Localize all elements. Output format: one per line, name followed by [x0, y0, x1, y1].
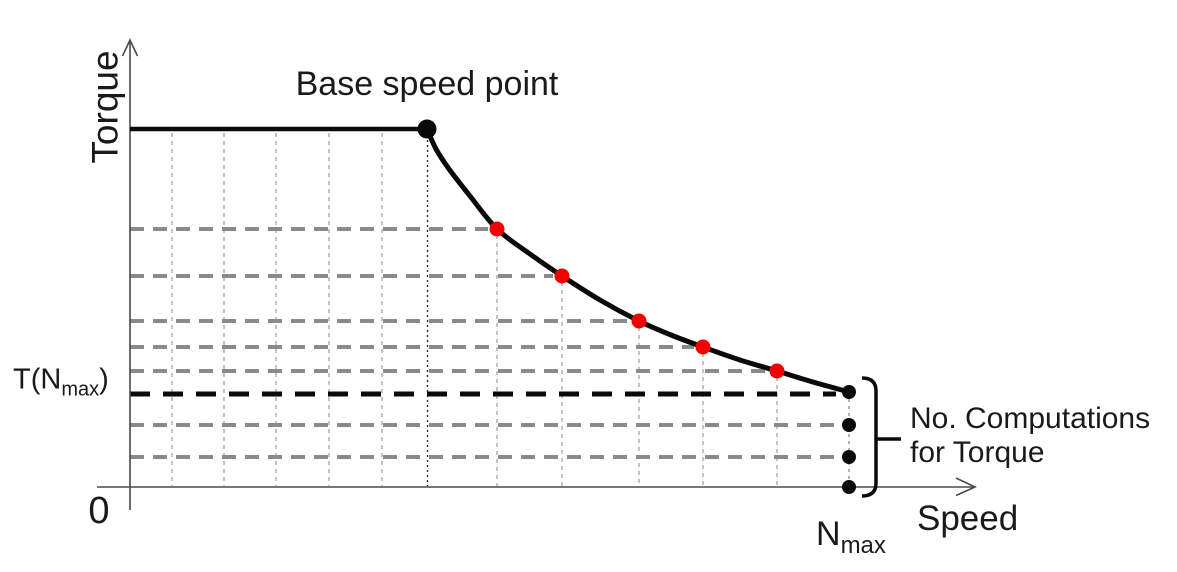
t-nmax-label: T(Nmax) [13, 363, 109, 399]
origin-label: 0 [88, 490, 110, 532]
computation-point [842, 385, 856, 399]
computations-note-line1: No. Computations [910, 402, 1151, 435]
t-nmax-label-sub: max [61, 378, 100, 401]
y-axis-arrowhead [121, 38, 139, 57]
torque-sample-point [695, 339, 711, 355]
y-axis-title: Torque [84, 50, 126, 164]
base-speed-point-marker [417, 119, 437, 139]
t-nmax-label-pre: T(N [13, 363, 62, 396]
computations-note: No. Computations for Torque [910, 402, 1150, 470]
nmax-label-sub: max [840, 531, 886, 559]
field-weakening-curve [424, 126, 852, 395]
t-nmax-label-post: ) [99, 363, 109, 396]
x-axis-title: Speed [917, 499, 1019, 538]
computation-point [842, 480, 856, 494]
computation-point [842, 450, 856, 464]
x-axis-arrowhead [955, 477, 977, 497]
nmax-label: Nmax [816, 515, 886, 557]
computations-brace [861, 376, 878, 498]
computations-note-line2: for Torque [910, 436, 1045, 469]
base-speed-point-label: Base speed point [295, 65, 559, 103]
torque-sample-point [554, 268, 570, 284]
nmax-label-main: N [816, 515, 841, 553]
torque-sample-point [769, 363, 785, 379]
computation-point [842, 418, 856, 432]
torque-sample-point [489, 221, 505, 237]
torque-sample-point [631, 313, 647, 329]
